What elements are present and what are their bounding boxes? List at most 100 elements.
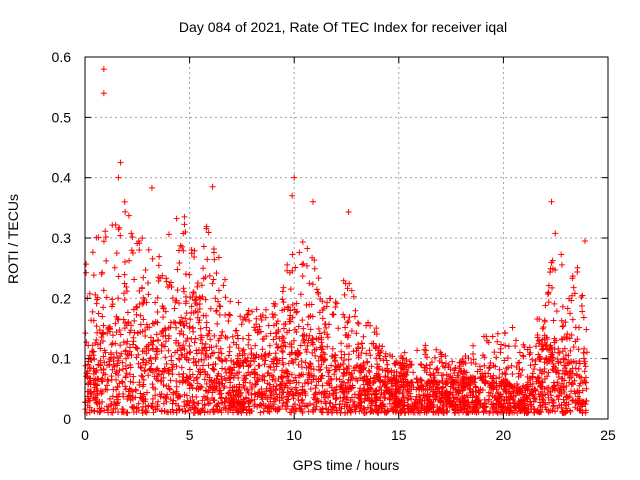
data-point	[521, 385, 528, 392]
data-point	[195, 309, 202, 316]
data-point	[310, 408, 317, 415]
data-point	[578, 374, 585, 381]
data-point	[436, 379, 443, 386]
data-point	[527, 390, 534, 397]
data-point	[553, 308, 560, 315]
data-point	[460, 377, 467, 384]
data-point	[575, 346, 582, 353]
data-point	[527, 349, 534, 356]
data-point	[371, 329, 378, 336]
y-axis-ticks: 0 0.1 0.2 0.3 0.4 0.5 0.6	[52, 49, 608, 427]
data-point	[581, 368, 588, 375]
data-point	[142, 333, 149, 340]
data-point	[123, 284, 130, 291]
data-point	[531, 395, 538, 402]
data-point	[233, 341, 240, 348]
data-point	[345, 363, 352, 370]
data-point	[384, 365, 391, 372]
data-point	[119, 359, 126, 366]
data-point	[85, 380, 92, 387]
data-point	[124, 338, 131, 345]
data-point	[133, 303, 140, 310]
data-point	[374, 395, 381, 402]
data-point	[321, 321, 328, 328]
data-point	[351, 391, 358, 398]
data-point	[215, 354, 222, 361]
data-point	[451, 409, 458, 416]
data-point	[227, 379, 234, 386]
data-point	[498, 341, 504, 348]
data-point	[122, 208, 129, 215]
data-point	[131, 329, 138, 336]
data-point	[126, 344, 133, 351]
data-point	[169, 364, 176, 371]
data-point	[463, 409, 470, 416]
data-point	[232, 372, 239, 379]
data-point	[175, 247, 182, 254]
data-point	[200, 362, 207, 369]
data-point	[137, 364, 144, 371]
data-point	[207, 305, 214, 312]
data-point	[503, 382, 510, 389]
data-point	[473, 397, 480, 404]
data-point	[344, 334, 351, 341]
data-point	[376, 363, 383, 370]
data-point	[477, 375, 484, 382]
y-axis-label: ROTI / TECUs	[5, 194, 21, 284]
data-point	[99, 375, 106, 382]
data-point	[319, 298, 326, 305]
data-point	[271, 367, 278, 374]
data-point	[218, 332, 225, 339]
data-point	[184, 335, 191, 342]
data-point	[142, 408, 149, 415]
data-point	[512, 392, 519, 399]
data-point	[563, 405, 570, 412]
data-point	[201, 409, 208, 416]
data-point	[299, 317, 306, 324]
data-point	[507, 404, 514, 411]
data-point	[290, 337, 297, 344]
data-point	[540, 324, 547, 331]
data-point	[326, 367, 333, 374]
data-point	[569, 292, 576, 299]
data-point	[158, 348, 165, 355]
data-point	[285, 396, 292, 403]
data-point	[126, 392, 133, 399]
data-point	[122, 373, 129, 380]
data-point	[149, 255, 156, 262]
x-tick-label: 5	[186, 427, 194, 443]
data-point	[83, 261, 90, 268]
data-point	[224, 334, 231, 341]
data-point	[115, 174, 122, 181]
data-point	[309, 254, 316, 261]
data-point	[360, 333, 367, 340]
data-point	[145, 246, 152, 253]
data-point	[115, 226, 122, 233]
data-point	[103, 403, 110, 410]
data-point	[219, 365, 226, 372]
data-point	[109, 296, 116, 303]
data-point	[176, 406, 183, 413]
data-point	[86, 352, 93, 359]
data-points	[82, 66, 590, 416]
data-point	[570, 284, 577, 291]
data-point	[386, 351, 393, 358]
data-point	[293, 300, 300, 307]
data-point	[199, 293, 206, 300]
data-point	[306, 280, 313, 287]
data-point	[225, 317, 232, 324]
data-point	[193, 362, 200, 369]
data-point	[141, 367, 148, 374]
y-tick-label: 0	[63, 411, 71, 427]
data-point	[232, 327, 239, 334]
data-point	[114, 384, 121, 391]
data-point	[538, 383, 545, 390]
data-point	[447, 366, 454, 373]
data-point	[187, 316, 194, 323]
data-point	[275, 344, 282, 351]
data-point	[490, 362, 497, 369]
data-point	[198, 408, 205, 415]
data-point	[181, 288, 188, 295]
data-point	[265, 402, 272, 409]
data-point	[561, 345, 568, 352]
